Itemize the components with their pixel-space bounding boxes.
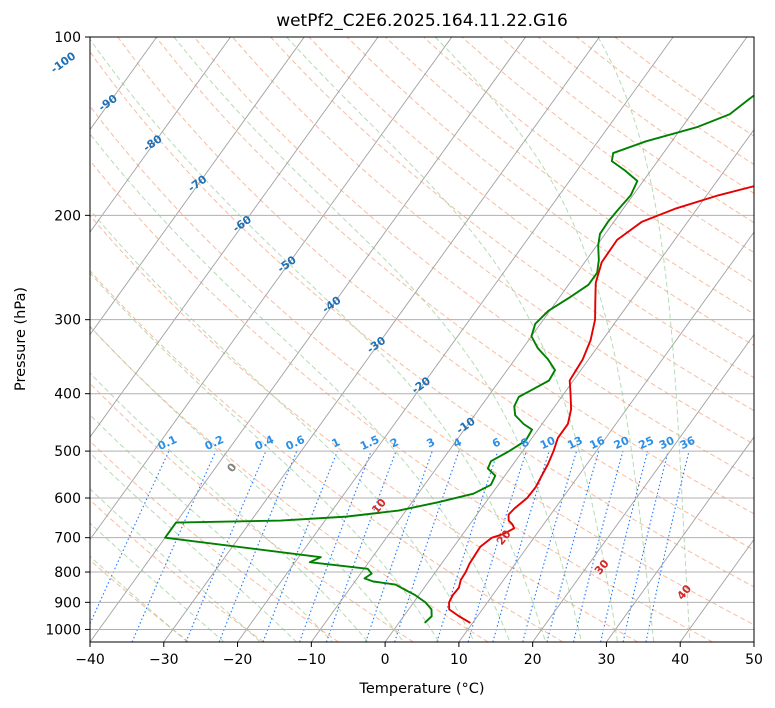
x-tick-label: −10 xyxy=(297,652,327,668)
x-tick-label: 50 xyxy=(745,652,763,668)
dry-adiabat xyxy=(384,37,754,315)
x-tick-label: 0 xyxy=(381,652,390,668)
dry-adiabat xyxy=(90,559,190,642)
isotherm-line xyxy=(163,37,600,642)
moist-adiabat xyxy=(90,209,475,642)
y-tick-label: 1000 xyxy=(45,622,81,638)
y-tick-label: 800 xyxy=(54,565,81,581)
isotherm-line xyxy=(458,231,754,642)
mixing-ratio-line xyxy=(467,450,527,642)
x-tick-label: 30 xyxy=(598,652,616,668)
plot-frame xyxy=(89,36,755,643)
y-tick-label: 100 xyxy=(54,30,81,46)
dry-adiabat xyxy=(423,37,754,284)
mixing-ratio-label: 36 xyxy=(678,434,698,452)
mixing-ratio-label: 30 xyxy=(657,434,677,452)
mixing-ratio-line xyxy=(299,450,372,642)
dewpoint-line xyxy=(164,94,754,624)
isotherm-line xyxy=(679,538,754,642)
isotherm-line xyxy=(237,37,674,642)
moist-adiabat xyxy=(434,37,655,642)
isotherm-line xyxy=(606,436,754,642)
moist-adiabat xyxy=(90,555,188,642)
mixing-ratio-label: 10 xyxy=(538,434,558,452)
y-tick-label: 700 xyxy=(54,531,81,547)
dry-adiabat xyxy=(90,269,564,642)
moist-adiabat xyxy=(173,37,582,642)
x-tick-label: −30 xyxy=(149,652,179,668)
moist-adiabat xyxy=(90,133,511,642)
mixing-ratio-line xyxy=(218,450,298,642)
mixing-ratio-label: 13 xyxy=(565,434,584,452)
y-axis-title: Pressure (hPa) xyxy=(13,287,29,391)
isotherm-line xyxy=(90,37,231,233)
dry-adiabat xyxy=(270,37,754,412)
isotherm-line xyxy=(90,37,379,438)
y-tick-label: 600 xyxy=(54,491,81,507)
isotherm-line xyxy=(90,37,526,642)
mixing-ratio-line xyxy=(262,450,338,642)
dry-adiabat xyxy=(232,37,754,445)
mixing-ratio-label: 16 xyxy=(588,434,608,452)
mixing-ratio-line xyxy=(522,450,578,642)
dry-adiabat xyxy=(346,37,754,347)
isotherm-line xyxy=(90,37,453,541)
mixing-ratio-line xyxy=(573,450,624,642)
y-tick-label: 900 xyxy=(54,595,81,611)
chart-title: wetPf2_C2E6.2025.164.11.22.G16 xyxy=(276,11,568,31)
profile-lines xyxy=(164,94,754,624)
isotherm-line xyxy=(90,37,305,336)
mixing-ratio-line xyxy=(546,450,600,642)
mixing-ratio-line xyxy=(436,450,499,642)
x-tick-label: −20 xyxy=(223,652,253,668)
x-tick-label: 40 xyxy=(671,652,689,668)
y-tick-label: 500 xyxy=(54,444,81,460)
mixing-ratio-line xyxy=(600,450,649,642)
isotherm-line xyxy=(384,128,754,642)
mixing-ratio-line xyxy=(622,450,669,642)
x-tick-label: −40 xyxy=(75,652,105,668)
mixing-ratio-line xyxy=(365,450,433,642)
dry-adiabat xyxy=(90,382,414,642)
mixing-ratio-label: 25 xyxy=(637,434,656,452)
x-axis: −40 −30 −20 −10 0 10 20 30 40 50 xyxy=(75,642,763,668)
dry-adiabat xyxy=(90,50,754,588)
x-tick-label: 20 xyxy=(524,652,542,668)
pressure-gridlines xyxy=(90,37,754,630)
y-tick-label: 300 xyxy=(54,313,81,329)
mixing-ratio-line xyxy=(185,450,267,642)
isotherm-line xyxy=(310,37,748,642)
x-axis-title: Temperature (°C) xyxy=(358,681,484,697)
isotherm-line xyxy=(532,333,754,642)
x-tick-label: 10 xyxy=(450,652,468,668)
moist-adiabat xyxy=(90,38,547,642)
moist-adiabat xyxy=(90,372,369,642)
dry-adiabat xyxy=(155,37,754,515)
y-tick-label: 400 xyxy=(54,387,81,403)
y-axis: 1000 900 800 700 600 500 400 300 200 100 xyxy=(45,30,90,638)
moist-adiabat xyxy=(90,272,440,642)
mixing-ratio-label: 20 xyxy=(612,434,632,452)
moist-adiabat xyxy=(90,325,404,642)
mixing-ratio-line xyxy=(325,450,397,642)
temperature-line xyxy=(448,185,754,624)
dry-adiabat xyxy=(90,214,639,642)
background-lines xyxy=(90,37,754,642)
y-tick-label: 200 xyxy=(54,208,81,224)
dry-adiabat xyxy=(90,105,754,626)
